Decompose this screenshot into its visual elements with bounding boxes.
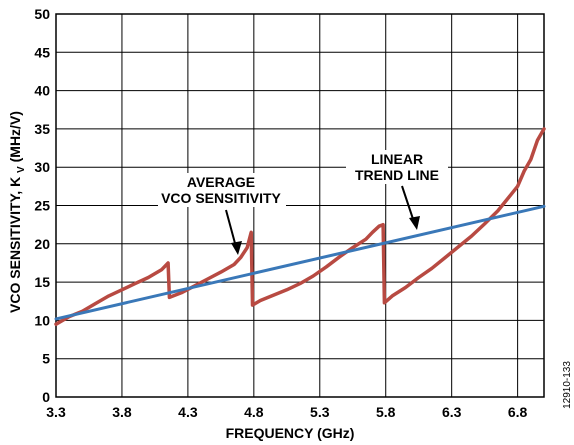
series-line-0 [54, 127, 546, 326]
x-tick-label-2: 4.3 [178, 404, 198, 420]
annotation-average-arrowhead [231, 241, 242, 255]
grid [55, 13, 545, 398]
y-tick-label-9: 45 [34, 44, 50, 60]
y-axis-label-subscript: V [16, 166, 27, 173]
annotation-trend-bg [346, 150, 448, 184]
annotation-average-bg [158, 173, 286, 207]
y-tick-label-2: 10 [34, 312, 50, 328]
y-tick-label-1: 5 [42, 351, 50, 367]
y-tick-label-3: 15 [34, 274, 50, 290]
y-tick-label-5: 25 [34, 198, 50, 214]
annotation-trend-line2: TREND LINE [355, 167, 439, 183]
y-tick-label-8: 40 [34, 83, 50, 99]
y-axis-label-unit: (MHz/V) [7, 111, 23, 162]
y-tick-labels: 0 5 10 15 20 25 30 35 40 45 50 [34, 6, 50, 405]
y-tick-label-7: 35 [34, 121, 50, 137]
x-tick-labels: 3.3 3.8 4.3 4.8 5.3 5.8 6.3 6.8 [46, 404, 527, 420]
x-tick-label-1: 3.8 [112, 404, 132, 420]
series-layer [54, 127, 546, 326]
y-tick-label-0: 0 [42, 389, 50, 405]
x-tick-label-6: 6.3 [442, 404, 462, 420]
annotation-trend-arrowhead [409, 216, 420, 230]
x-tick-label-4: 5.3 [310, 404, 330, 420]
x-tick-label-5: 5.8 [376, 404, 396, 420]
annotation-average-line2: VCO SENSITIVITY [161, 190, 281, 206]
series-line-1 [54, 204, 546, 321]
x-tick-label-7: 6.8 [508, 404, 528, 420]
annotation-average-line1: AVERAGE [187, 174, 255, 190]
annotation-trend: LINEAR TREND LINE [346, 150, 448, 230]
annotation-average: AVERAGE VCO SENSITIVITY [158, 173, 286, 255]
x-tick-label-0: 3.3 [46, 404, 66, 420]
y-tick-label-6: 30 [34, 159, 50, 175]
x-tick-label-3: 4.8 [244, 404, 264, 420]
y-axis-label: VCO SENSITIVITY, K V (MHz/V) [7, 111, 27, 313]
annotation-trend-line1: LINEAR [371, 151, 423, 167]
y-tick-label-4: 20 [34, 236, 50, 252]
annotation-average-arrow [225, 209, 237, 248]
figure-id: 12910-133 [562, 361, 573, 409]
y-axis-label-main: VCO SENSITIVITY, K [7, 177, 23, 313]
annotation-trend-arrow [401, 185, 415, 223]
y-tick-label-10: 50 [34, 6, 50, 22]
x-axis-label: FREQUENCY (GHz) [226, 425, 355, 441]
